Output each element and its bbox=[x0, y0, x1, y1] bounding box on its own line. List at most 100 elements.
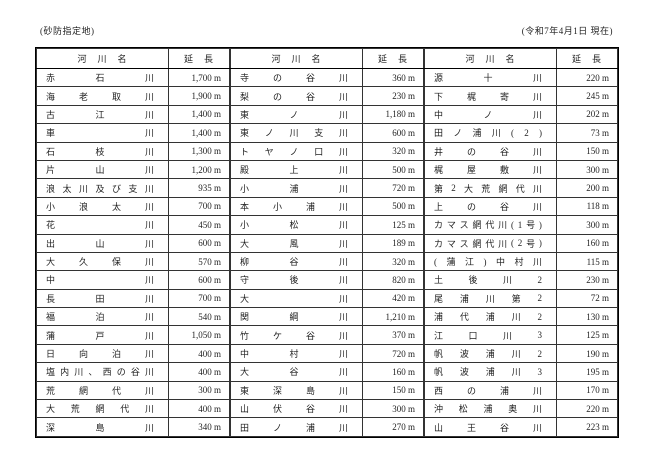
river-name-cell: 大谷川 bbox=[230, 362, 363, 382]
length-cell: 450 m bbox=[168, 215, 230, 235]
length-cell: 200 m bbox=[556, 178, 618, 198]
river-name-cell: 大荒網代川 bbox=[36, 399, 169, 419]
table-row: 車川 1,400 m bbox=[36, 123, 230, 143]
river-name-cell: 柳谷川 bbox=[230, 251, 363, 272]
length-cell: 220 m bbox=[556, 67, 618, 88]
length-cell: 1,200 m bbox=[168, 159, 230, 180]
table-row: 井の谷川 150 m bbox=[424, 141, 618, 161]
length-cell: 125 m bbox=[362, 215, 424, 235]
table-row: 蒲戸川 1,050 m bbox=[36, 325, 230, 345]
table-row: 源十川 220 m bbox=[424, 67, 618, 88]
river-name-cell: 花川 bbox=[36, 215, 169, 235]
table-row: (蒲江) 中村川 115 m bbox=[424, 251, 618, 272]
river-name-cell: 梨の谷川 bbox=[230, 86, 363, 106]
length-cell: 160 m bbox=[556, 233, 618, 253]
table-row: 竹ケ谷川 370 m bbox=[230, 325, 424, 345]
length-header: 延 長 bbox=[556, 48, 618, 69]
sabo-designated-area-note: (砂防指定地) bbox=[40, 26, 95, 36]
river-name-cell: 竹ケ谷川 bbox=[230, 325, 363, 345]
length-cell: 600 m bbox=[168, 270, 230, 290]
table-row: 小浪太川 700 m bbox=[36, 196, 230, 217]
river-name-cell: 山王谷川 bbox=[424, 417, 557, 437]
length-cell: 130 m bbox=[556, 307, 618, 327]
river-name-cell: 福泊川 bbox=[36, 307, 169, 327]
length-cell: 400 m bbox=[168, 362, 230, 382]
table-row: 浪太川及び支川 935 m bbox=[36, 178, 230, 198]
river-name-cell: 東ノ川支川 bbox=[230, 123, 363, 143]
table-row: 東深島川 150 m bbox=[230, 380, 424, 401]
river-name-cell: 源十川 bbox=[424, 67, 557, 88]
river-name-cell: 片山川 bbox=[36, 159, 169, 180]
length-cell: 700 m bbox=[168, 288, 230, 309]
table-row: 大久保川 570 m bbox=[36, 251, 230, 272]
length-cell: 223 m bbox=[556, 417, 618, 437]
table-row: 田ノ浦川(2) 73 m bbox=[424, 123, 618, 143]
river-name-cell: 荒網代川 bbox=[36, 380, 169, 401]
length-cell: 220 m bbox=[556, 399, 618, 419]
table-row: 梶屋敷川 300 m bbox=[424, 159, 618, 180]
length-cell: 720 m bbox=[362, 343, 424, 364]
river-name-cell: 蒲戸川 bbox=[36, 325, 169, 345]
table-row: 片山川 1,200 m bbox=[36, 159, 230, 180]
table-row: 柳谷川 320 m bbox=[230, 251, 424, 272]
table-row: 福泊川 540 m bbox=[36, 307, 230, 327]
river-name-cell: 大久保川 bbox=[36, 251, 169, 272]
river-name-cell: 小浦川 bbox=[230, 178, 363, 198]
length-cell: 300 m bbox=[362, 399, 424, 419]
river-name-cell: 東ノ川 bbox=[230, 104, 363, 125]
length-cell: 189 m bbox=[362, 233, 424, 253]
length-cell: 300 m bbox=[168, 380, 230, 401]
river-name-cell: 東深島川 bbox=[230, 380, 363, 401]
length-cell: 72 m bbox=[556, 288, 618, 309]
length-cell: 118 m bbox=[556, 196, 618, 217]
length-cell: 1,400 m bbox=[168, 123, 230, 143]
river-name-cell: 中ノ川 bbox=[424, 104, 557, 125]
length-cell: 340 m bbox=[168, 417, 230, 437]
river-name-cell: (蒲江) 中村川 bbox=[424, 251, 557, 272]
length-cell: 115 m bbox=[556, 251, 618, 272]
table-row: 海老取川 1,900 m bbox=[36, 86, 230, 106]
table-row: 寺の谷川 360 m bbox=[230, 67, 424, 88]
river-name-header: 河 川 名 bbox=[36, 48, 169, 69]
length-cell: 230 m bbox=[362, 86, 424, 106]
river-name-cell: 赤石川 bbox=[36, 67, 169, 88]
river-name-cell: 大風川 bbox=[230, 233, 363, 253]
river-name-cell: 守後川 bbox=[230, 270, 363, 290]
table-row: 深島川 340 m bbox=[36, 417, 230, 437]
river-name-cell: 梶屋敷川 bbox=[424, 159, 557, 180]
table-row: 石枝川 1,300 m bbox=[36, 141, 230, 161]
table-row: 日向泊川 400 m bbox=[36, 343, 230, 364]
table-row: 下梶寄川 245 m bbox=[424, 86, 618, 106]
length-cell: 1,400 m bbox=[168, 104, 230, 125]
river-name-cell: 大川 bbox=[230, 288, 363, 309]
river-name-cell: 田ノ浦川(2) bbox=[424, 123, 557, 143]
table-row: 殿上川 500 m bbox=[230, 159, 424, 180]
length-cell: 320 m bbox=[362, 141, 424, 161]
river-name-cell: 殿上川 bbox=[230, 159, 363, 180]
table-row: 上の谷川 118 m bbox=[424, 196, 618, 217]
table-row: 中ノ川 202 m bbox=[424, 104, 618, 125]
river-name-cell: 山伏谷川 bbox=[230, 399, 363, 419]
length-cell: 1,180 m bbox=[362, 104, 424, 125]
table-row: 梨の谷川 230 m bbox=[230, 86, 424, 106]
river-name-cell: 海老取川 bbox=[36, 86, 169, 106]
river-name-cell: 中川 bbox=[36, 270, 169, 290]
length-cell: 1,050 m bbox=[168, 325, 230, 345]
river-table-group-1: 河 川 名 延 長 赤石川 1,700 m 海老取川 1,900 m bbox=[36, 48, 230, 437]
length-cell: 935 m bbox=[168, 178, 230, 198]
river-name-cell: 出山川 bbox=[36, 233, 169, 253]
table-row: 大荒網代川 400 m bbox=[36, 399, 230, 419]
river-name-header: 河 川 名 bbox=[230, 48, 363, 69]
river-name-cell: 石枝川 bbox=[36, 141, 169, 161]
table-row: 山伏谷川 300 m bbox=[230, 399, 424, 419]
river-name-header: 河 川 名 bbox=[424, 48, 557, 69]
length-cell: 150 m bbox=[362, 380, 424, 401]
